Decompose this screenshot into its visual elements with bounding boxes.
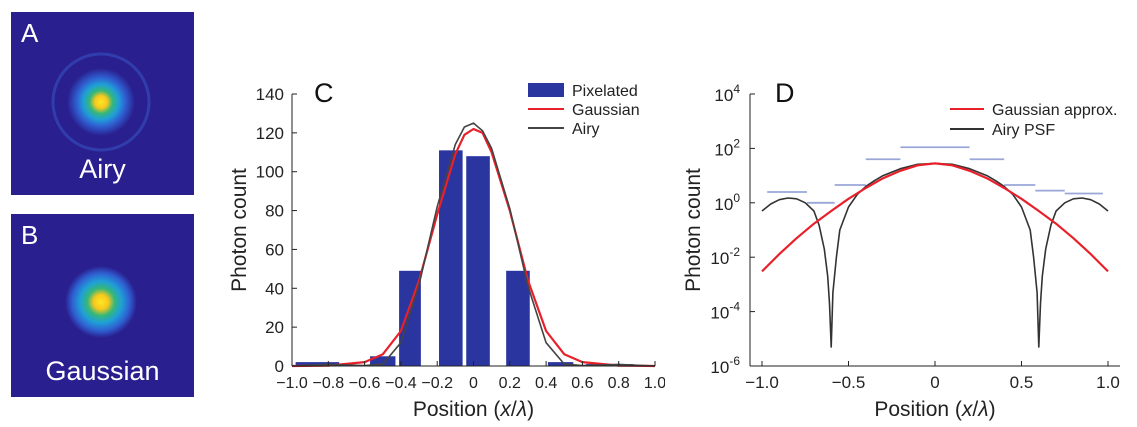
legend-label-airy: Airy [572, 121, 600, 138]
x-tick-label-3: −0.4 [385, 375, 417, 392]
airy-psf-image: A Airy [11, 12, 194, 195]
y-tick-label-0: 0 [275, 357, 284, 376]
x-tick-label-5: 0 [469, 375, 478, 392]
y-tick-label-1e-2: 10-2 [710, 245, 740, 268]
gaussian-spot [65, 266, 137, 338]
y-tick-label-1e0: 100 [714, 191, 740, 214]
legend-label-pixelated: Pixelated [572, 83, 638, 100]
x-axis-label: Position (x/λ) [874, 398, 995, 421]
x-tick-label-0: −1.0 [276, 375, 308, 392]
chart-d-log-photon-count: 10-6 10-4 10-2 100 102 104 −1.0 −0.5 0 0.5 1.0 Posi… [682, 78, 1120, 421]
bar-pixelated-3 [439, 150, 463, 366]
y-tick-label-100: 100 [256, 163, 284, 182]
x-tick-label-7: 0.4 [535, 375, 557, 392]
y-tick-label-60: 60 [265, 240, 284, 259]
bar-pixelated-5 [506, 270, 530, 366]
y-tick-label-20: 20 [265, 318, 284, 337]
y-axis-label: Photon count [228, 168, 251, 292]
y-tick-label-120: 120 [256, 124, 284, 143]
x-tick-label-9: 0.8 [608, 375, 630, 392]
x-tick-label-8: 0.6 [571, 375, 593, 392]
legend-label-gaussian: Gaussian [572, 102, 640, 119]
panel-caption-airy: Airy [79, 154, 126, 184]
bar-pixelated-1 [370, 356, 396, 366]
x-tick-label-0: −1.0 [745, 373, 779, 392]
x-tick-label-6: 0.2 [499, 375, 521, 392]
bar-pixelated-0 [295, 362, 340, 366]
chart-c-photon-count: 0 20 40 60 80 100 120 140 −1.0 −0.8 −0.6 −0.4 −0.2 0 0… [228, 78, 665, 421]
bar-pixelated-4 [466, 156, 490, 366]
x-tick-label-2: 0 [930, 373, 939, 392]
x-tick-label-10: 1.0 [644, 375, 665, 392]
series-line-gaussian-approx [761, 162, 1109, 273]
bar-pixelated-6 [547, 362, 574, 366]
panel-letter-c: C [314, 78, 334, 108]
x-tick-label-3: 0.5 [1010, 373, 1034, 392]
airy-outer-ring [51, 52, 151, 152]
series-line-gaussian [291, 127, 656, 368]
y-tick-label-80: 80 [265, 202, 284, 221]
y-axis-label: Photon count [682, 168, 705, 292]
gaussian-psf-image: B Gaussian [11, 214, 194, 397]
x-tick-label-1: −0.8 [313, 375, 345, 392]
x-tick-label-4: 1.0 [1096, 373, 1120, 392]
x-axis-label: Position (x/λ) [413, 398, 534, 421]
y-tick-label-40: 40 [265, 279, 284, 298]
gaussian-psf-render [65, 266, 137, 338]
panel-letter-a: A [21, 18, 39, 48]
y-tick-label-1e-6: 10-6 [710, 354, 740, 377]
legend-label-airy-psf: Airy PSF [992, 122, 1055, 139]
panel-caption-gaussian: Gaussian [45, 356, 160, 386]
y-tick-label-1e-4: 10-4 [710, 300, 740, 323]
x-tick-label-4: −0.2 [421, 375, 453, 392]
y-tick-label-1e4: 104 [714, 82, 740, 105]
y-tick-label-140: 140 [256, 85, 284, 104]
legend-swatch-pixelated [528, 83, 564, 97]
x-tick-label-1: −0.5 [832, 373, 866, 392]
airy-central-disk [67, 68, 135, 136]
panel-letter-d: D [775, 78, 795, 108]
panel-letter-b: B [21, 220, 39, 250]
x-tick-label-2: −0.6 [349, 375, 381, 392]
series-line-airy [291, 122, 656, 367]
legend-label-gaussian-approx: Gaussian approx. [992, 102, 1117, 119]
y-tick-label-1e2: 102 [714, 136, 740, 159]
airy-psf-render [51, 52, 151, 152]
